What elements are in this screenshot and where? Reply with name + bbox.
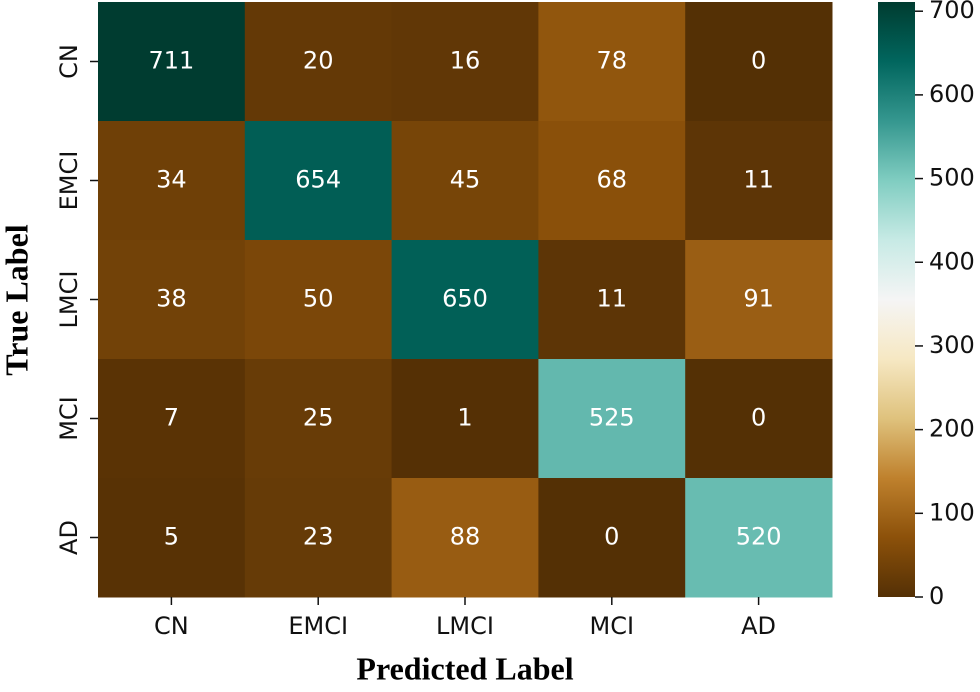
heatmap-cell — [98, 121, 246, 241]
x-tick-label: AD — [741, 612, 776, 640]
cell-value: 1 — [457, 404, 472, 432]
cell-value: 50 — [303, 285, 334, 313]
colorbar — [878, 2, 915, 597]
y-axis-title: True Label — [0, 224, 34, 376]
cell-value: 78 — [597, 47, 628, 75]
cell-value: 525 — [589, 404, 635, 432]
cell-value: 68 — [597, 166, 628, 194]
colorbar-tick-label: 400 — [929, 247, 975, 275]
cell-value: 11 — [743, 166, 774, 194]
colorbar-tick-label: 500 — [929, 164, 975, 192]
cell-value: 38 — [156, 285, 187, 313]
heatmap-cell — [391, 478, 539, 598]
heatmap-cell — [538, 2, 686, 122]
cell-value: 23 — [303, 523, 334, 551]
cell-value: 0 — [751, 404, 766, 432]
heatmap-cell — [244, 240, 393, 360]
heatmap-cell — [244, 478, 393, 598]
heatmap-cell — [98, 240, 246, 360]
y-tick-label: EMCI — [55, 151, 83, 211]
heatmap-cell — [244, 2, 393, 122]
x-tick-label: LMCI — [436, 612, 494, 640]
cell-value: 7 — [164, 404, 179, 432]
heatmap-cell — [244, 121, 393, 241]
cell-value: 34 — [156, 166, 187, 194]
x-tick-label: MCI — [590, 612, 635, 640]
cell-value: 25 — [303, 404, 334, 432]
heatmap-cell — [685, 240, 833, 360]
colorbar-tick-label: 200 — [929, 415, 975, 443]
heatmap-cell — [685, 359, 833, 479]
cell-value: 654 — [295, 166, 341, 194]
cell-value: 711 — [148, 47, 194, 75]
cell-value: 650 — [442, 285, 488, 313]
heatmap-cell — [98, 2, 246, 122]
y-tick-label: MCI — [55, 396, 83, 441]
heatmap-cell — [538, 240, 686, 360]
heatmap-cell — [391, 240, 539, 360]
cell-value: 0 — [604, 523, 619, 551]
cell-value: 20 — [303, 47, 334, 75]
heatmap-cell — [685, 478, 833, 598]
colorbar-tick-label: 700 — [929, 0, 975, 24]
y-tick-label: CN — [55, 44, 83, 79]
cell-value: 88 — [450, 523, 481, 551]
x-axis-title: Predicted Label — [356, 650, 573, 686]
y-tick-label: LMCI — [55, 271, 83, 329]
x-tick-label: CN — [154, 612, 189, 640]
cell-value: 11 — [597, 285, 628, 313]
heatmap-cell — [391, 121, 539, 241]
cell-value: 45 — [450, 166, 481, 194]
colorbar-tick-label: 300 — [929, 331, 975, 359]
colorbar-tick-label: 100 — [929, 498, 975, 526]
heatmap-cell — [98, 478, 246, 598]
heatmap-cell — [244, 359, 393, 479]
colorbar-tick-label: 0 — [929, 582, 944, 610]
heatmap-cell — [685, 121, 833, 241]
cell-value: 5 — [164, 523, 179, 551]
heatmap-cell — [538, 121, 686, 241]
heatmap-cell — [98, 359, 246, 479]
cell-value: 16 — [450, 47, 481, 75]
heatmap-cell — [391, 2, 539, 122]
heatmap-cell — [391, 359, 539, 479]
heatmap-cell — [538, 478, 686, 598]
heatmap-cell — [538, 359, 686, 479]
colorbar-tick-label: 600 — [929, 80, 975, 108]
y-tick-label: AD — [55, 520, 83, 555]
cell-value: 520 — [736, 523, 782, 551]
cell-value: 0 — [751, 47, 766, 75]
cell-value: 91 — [743, 285, 774, 313]
heatmap-cell — [685, 2, 833, 122]
x-tick-label: EMCI — [288, 612, 348, 640]
